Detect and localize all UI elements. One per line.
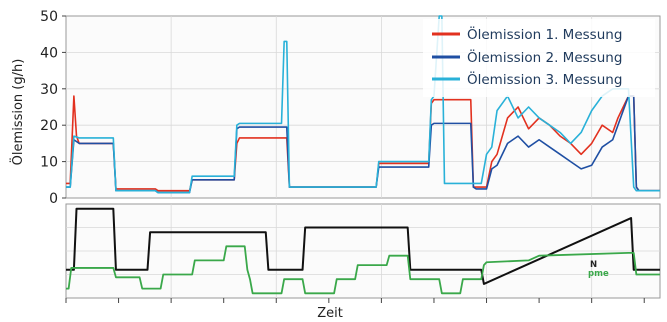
- legend-label-2: Ölemission 2. Messung: [467, 48, 622, 66]
- series-label-pme: pme: [588, 269, 609, 279]
- top-y-ticks: 0 10 20 30 40 50: [40, 9, 66, 207]
- legend-background: [423, 19, 655, 97]
- bottom-series-group: [66, 207, 660, 295]
- series-label-n: N: [590, 260, 597, 270]
- y-tick-label: 0: [49, 191, 58, 207]
- series-line-n: [66, 207, 660, 285]
- series-line-pme: [66, 245, 660, 295]
- legend: Ölemission 1. Messung Ölemission 2. Mess…: [423, 19, 655, 97]
- top-series-group: [66, 15, 660, 194]
- series-line-3: [66, 15, 660, 194]
- legend-label-1: Ölemission 1. Messung: [467, 25, 622, 43]
- y-tick-label: 20: [40, 118, 58, 134]
- y-axis-label: Ölemission (g/h): [9, 59, 26, 166]
- legend-label-3: Ölemission 3. Messung: [467, 70, 622, 88]
- x-axis-label: Zeit: [317, 306, 343, 321]
- y-tick-label: 30: [40, 82, 58, 98]
- y-tick-label: 50: [40, 9, 58, 25]
- y-tick-label: 40: [40, 45, 58, 61]
- y-tick-label: 10: [40, 155, 58, 171]
